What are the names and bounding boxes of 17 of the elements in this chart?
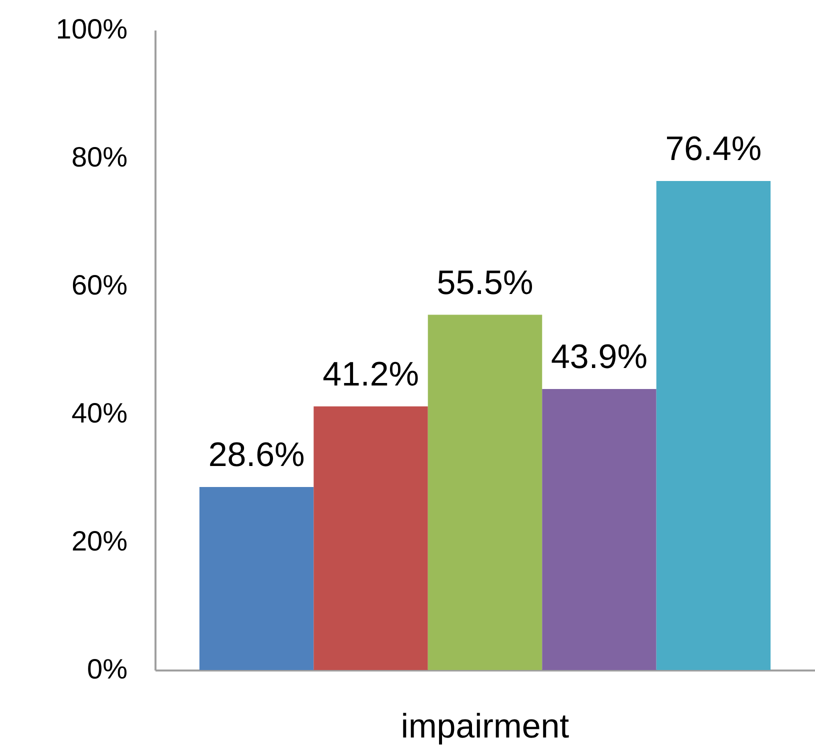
data-label: 55.5% (436, 264, 534, 302)
y-tick-label: 100% (56, 14, 128, 44)
y-tick-label: 40% (71, 398, 128, 428)
bar (542, 389, 656, 670)
y-tick-label: 60% (71, 270, 128, 300)
bar (656, 181, 771, 670)
y-tick-label: 80% (71, 142, 128, 172)
data-label: 76.4% (665, 130, 762, 168)
x-tick-label: impairment (400, 708, 570, 746)
bar (428, 314, 542, 670)
y-tick-label: 0% (87, 654, 128, 684)
data-label: 43.9% (551, 338, 648, 376)
data-label: 28.6% (208, 436, 305, 474)
bar (199, 486, 314, 670)
y-tick-label: 20% (71, 526, 128, 556)
bar (314, 406, 428, 670)
data-label: 41.2% (322, 355, 419, 394)
